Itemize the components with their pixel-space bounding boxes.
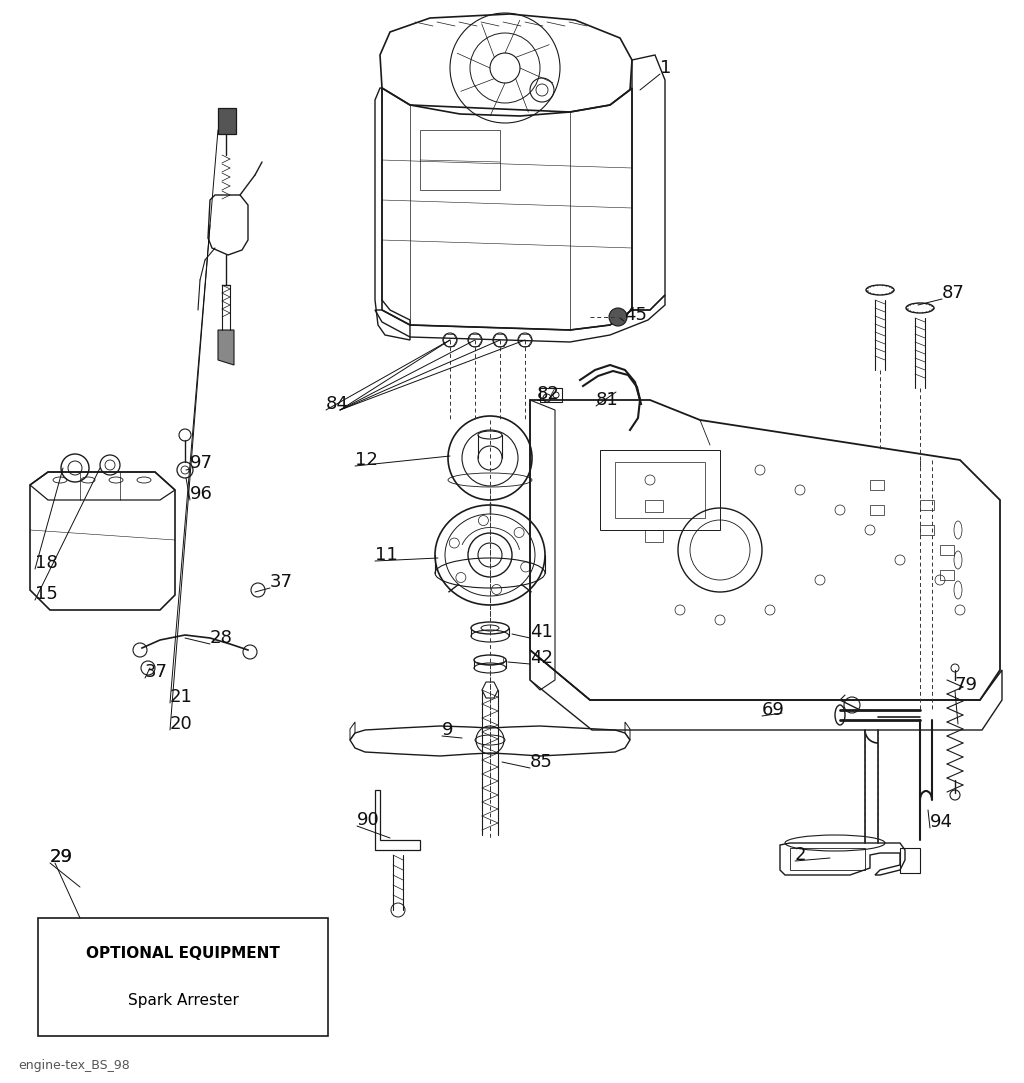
Bar <box>600 451 720 530</box>
Text: 82: 82 <box>537 384 560 403</box>
Text: 85: 85 <box>530 753 553 771</box>
Polygon shape <box>218 330 234 365</box>
Bar <box>940 545 954 554</box>
Bar <box>420 130 500 190</box>
Text: 18: 18 <box>35 554 57 572</box>
Bar <box>920 500 934 510</box>
Text: 87: 87 <box>942 284 965 302</box>
Text: 12: 12 <box>355 451 378 469</box>
Bar <box>900 848 920 873</box>
Text: 69: 69 <box>762 701 784 719</box>
Bar <box>870 505 884 516</box>
Text: engine-tex_BS_98: engine-tex_BS_98 <box>18 1058 130 1071</box>
Text: 37: 37 <box>270 573 293 591</box>
Bar <box>645 530 663 542</box>
Text: 81: 81 <box>596 391 618 409</box>
Bar <box>218 108 236 134</box>
Bar <box>790 848 865 870</box>
Text: 29: 29 <box>50 848 73 866</box>
Text: 9: 9 <box>442 721 454 739</box>
Text: 45: 45 <box>624 306 647 324</box>
Text: Spark Arrester: Spark Arrester <box>128 992 239 1007</box>
Text: 2: 2 <box>795 846 807 864</box>
Circle shape <box>609 308 627 326</box>
Bar <box>645 500 663 512</box>
Text: 42: 42 <box>530 649 553 667</box>
Text: 28: 28 <box>210 629 232 647</box>
Text: 90: 90 <box>357 811 380 828</box>
Text: 20: 20 <box>170 715 193 733</box>
Text: 1: 1 <box>660 58 672 77</box>
Bar <box>920 525 934 535</box>
Text: 94: 94 <box>930 813 953 831</box>
Bar <box>940 570 954 580</box>
Text: 11: 11 <box>375 546 397 564</box>
Text: 84: 84 <box>326 395 349 413</box>
Text: 29: 29 <box>50 848 73 866</box>
Text: OPTIONAL EQUIPMENT: OPTIONAL EQUIPMENT <box>86 945 280 961</box>
Bar <box>540 388 562 402</box>
Text: 41: 41 <box>530 623 553 641</box>
Text: 21: 21 <box>170 688 193 706</box>
Text: 97: 97 <box>190 454 213 472</box>
Text: 96: 96 <box>190 485 213 503</box>
Bar <box>38 918 328 1036</box>
Bar <box>615 462 705 518</box>
Text: 15: 15 <box>35 585 58 603</box>
Text: 37: 37 <box>145 663 168 681</box>
Text: 79: 79 <box>955 676 978 694</box>
Bar <box>870 480 884 490</box>
